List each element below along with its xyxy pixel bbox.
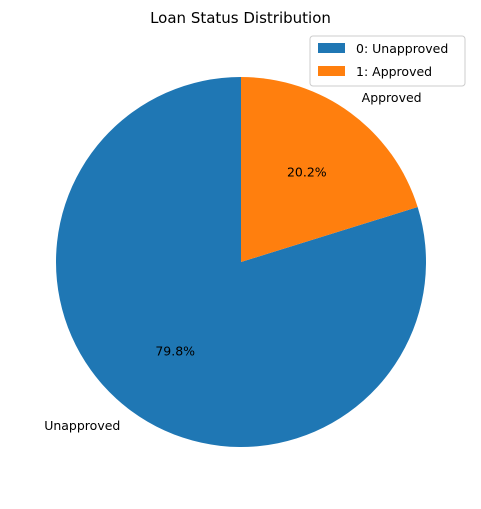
pie-labels: Unapproved 79.8% Approved 20.2% [44, 90, 421, 433]
legend-box [309, 35, 466, 87]
legend-swatch-unapproved [318, 43, 345, 53]
pie-slices [55, 77, 427, 447]
pie-slice-unapproved [55, 77, 427, 447]
slice-label-approved: Approved [362, 90, 422, 105]
slice-pct-approved: 20.2% [287, 165, 327, 180]
legend-swatch-approved [318, 66, 345, 76]
legend: 0: Unapproved 1: Approved [309, 35, 466, 87]
slice-label-unapproved: Unapproved [44, 418, 120, 433]
slice-pct-unapproved: 79.8% [155, 343, 195, 358]
legend-label-approved: 1: Approved [356, 64, 432, 79]
chart-title: Loan Status Distribution [150, 9, 331, 27]
legend-label-unapproved: 0: Unapproved [356, 41, 448, 56]
pie-slice-approved [241, 77, 418, 262]
